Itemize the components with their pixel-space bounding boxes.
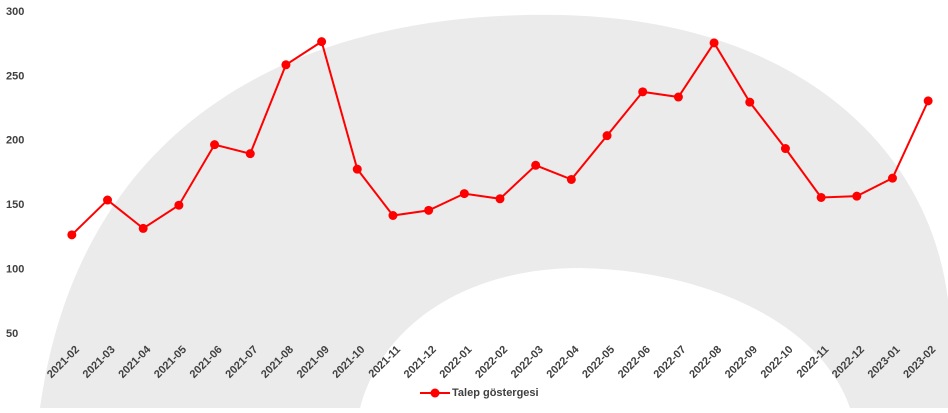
point: [638, 87, 648, 97]
point: [709, 38, 719, 48]
point: [138, 223, 148, 233]
y-tick-label: 200: [6, 135, 24, 147]
x-tick-label: 2022-04: [545, 343, 583, 381]
point: [602, 131, 612, 141]
y-tick-label: 150: [6, 199, 24, 211]
point: [923, 96, 933, 106]
x-tick-label: 2022-03: [509, 344, 546, 381]
point: [317, 37, 327, 47]
x-tick-label: 2022-09: [723, 344, 760, 381]
y-tick-label: 50: [6, 328, 18, 340]
x-tick-label: 2021-12: [402, 344, 439, 381]
y-tick-label: 250: [6, 70, 24, 82]
y-tick-label: 300: [6, 6, 24, 18]
point: [281, 60, 291, 70]
point: [459, 189, 469, 199]
point: [887, 173, 897, 183]
point: [673, 92, 683, 102]
legend-marker: [430, 388, 440, 398]
x-tick-label: 2022-02: [473, 344, 510, 381]
x-tick-label: 2022-06: [616, 344, 653, 381]
point: [67, 230, 77, 240]
point: [352, 164, 362, 174]
x-tick-label: 2022-08: [687, 344, 724, 381]
x-tick-label: 2022-10: [759, 344, 796, 381]
point: [852, 191, 862, 201]
point: [245, 149, 255, 159]
x-tick-label: 2022-05: [580, 344, 617, 381]
point: [495, 194, 505, 204]
point: [531, 160, 541, 170]
point: [174, 200, 184, 210]
x-tick-label: 2022-01: [437, 344, 474, 381]
point: [103, 195, 113, 205]
point: [210, 140, 220, 150]
point: [816, 192, 826, 202]
point: [424, 205, 434, 215]
point: [388, 211, 398, 221]
point: [780, 144, 790, 154]
legend-label: Talep göstergesi: [452, 387, 539, 399]
x-tick-label: 2022-07: [652, 344, 689, 381]
point: [745, 97, 755, 107]
y-tick-label: 100: [6, 264, 24, 276]
point: [566, 174, 576, 184]
